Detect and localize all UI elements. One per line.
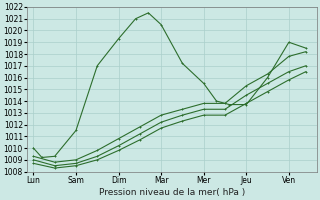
X-axis label: Pression niveau de la mer( hPa ): Pression niveau de la mer( hPa ) xyxy=(99,188,245,197)
